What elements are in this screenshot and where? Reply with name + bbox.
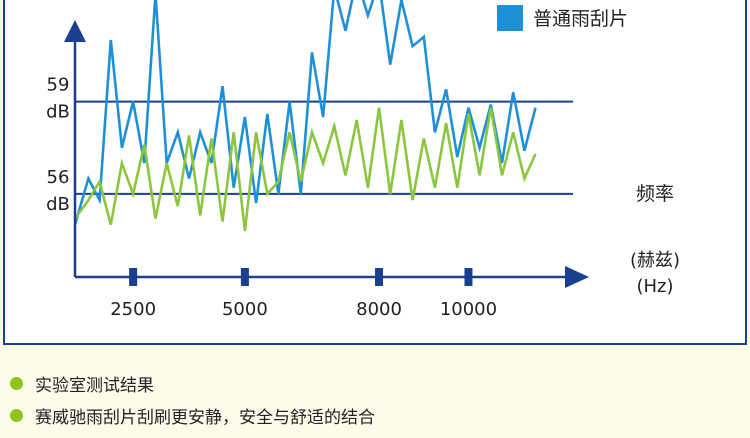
bullet-dot-icon	[10, 408, 23, 422]
y-ref-unit-label: dB	[46, 194, 70, 215]
x-axis-label-line3: (Hz)	[636, 276, 673, 297]
y-ref-value-label: 56	[47, 167, 70, 188]
x-axis-label-line1: 频率	[636, 183, 674, 205]
series-line-wiper-conventional	[73, 0, 537, 226]
note-text: 实验室测试结果	[35, 375, 154, 396]
x-tick-label: 8000	[356, 299, 402, 320]
series-line-wiper-secondary	[73, 107, 537, 231]
note-text: 赛威驰雨刮片刮刷更安静，安全与舒适的结合	[35, 407, 375, 428]
note-item: 实验室测试结果	[10, 371, 154, 396]
legend: 普通雨刮片	[497, 5, 628, 31]
x-tick-marker	[240, 268, 249, 286]
chart-panel: 2500 5000 8000 10000 59 dB 56 dB 频率 (赫兹) (Hz) …	[3, 0, 747, 345]
x-tick-label: 10000	[440, 299, 497, 320]
series-layer	[73, 0, 537, 231]
legend-swatch	[497, 5, 523, 31]
x-tick-marker	[129, 268, 138, 286]
bullet-dot-icon	[10, 376, 23, 390]
y-ref-unit-label: dB	[46, 102, 70, 123]
x-tick-marker	[375, 268, 384, 286]
x-axis-label-line2: (赫兹)	[630, 250, 680, 271]
y-ref-value-label: 59	[47, 75, 70, 96]
note-item: 赛威驰雨刮片刮刷更安静，安全与舒适的结合	[10, 403, 375, 428]
y-labels: 59 dB 56 dB	[46, 75, 70, 215]
x-tick-label: 2500	[110, 299, 156, 320]
x-axis-arrowhead	[565, 266, 589, 288]
notes-list: 实验室测试结果 赛威驰雨刮片刮刷更安静，安全与舒适的结合	[0, 350, 750, 438]
legend-label: 普通雨刮片	[533, 8, 628, 30]
chart-border	[3, 0, 747, 345]
y-axis-arrowhead	[64, 20, 86, 42]
x-ticks: 2500 5000 8000 10000	[110, 268, 497, 320]
x-tick-marker	[464, 268, 473, 286]
x-tick-label: 5000	[222, 299, 268, 320]
